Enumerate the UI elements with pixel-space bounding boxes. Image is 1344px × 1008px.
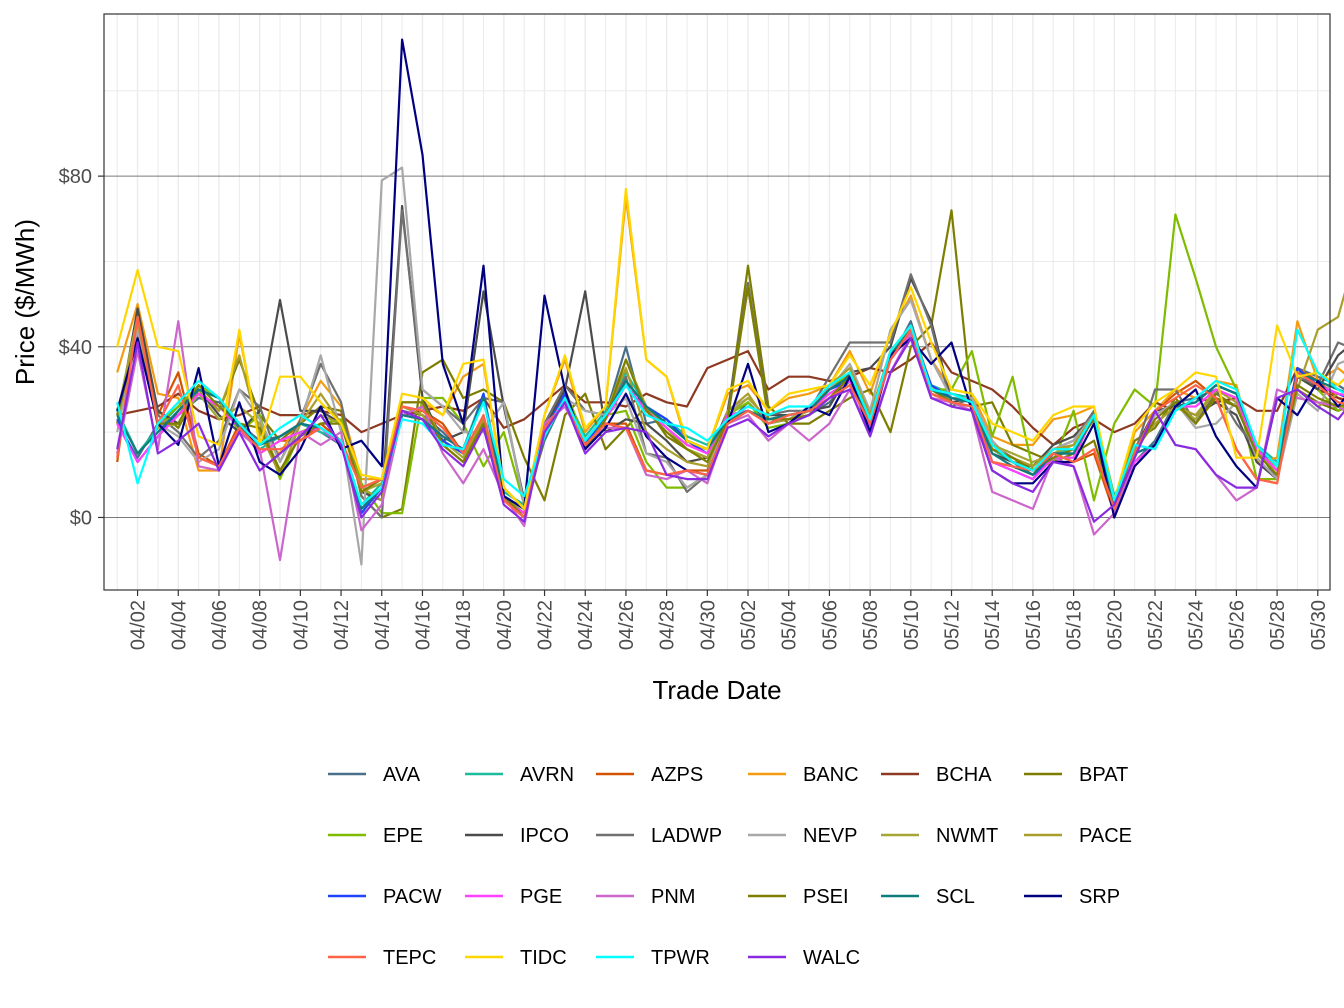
legend-label: NEVP <box>803 825 857 847</box>
x-tick-label: 04/24 <box>575 600 597 650</box>
series-line-srp <box>116 38 1344 519</box>
series-line-tpwr <box>116 324 1344 506</box>
y-axis: $0 $40 $80 <box>59 166 104 529</box>
x-tick-label: 04/08 <box>250 600 272 650</box>
legend-label: NWMT <box>936 825 998 847</box>
x-tick-label: 04/30 <box>697 600 719 650</box>
legend-label: EPE <box>383 825 423 847</box>
legend-label: TIDC <box>520 947 567 969</box>
x-tick-label: 04/10 <box>290 600 312 650</box>
series-lines <box>116 38 1344 566</box>
y-axis-title: Price ($/MWh) <box>10 219 40 385</box>
legend-label: PACE <box>1079 825 1132 847</box>
legend-item-walc: WALC <box>748 947 860 969</box>
x-tick-label: 04/18 <box>453 600 475 650</box>
legend-item-nwmt: NWMT <box>881 825 998 847</box>
legend-label: PACW <box>383 886 442 908</box>
legend-label: AZPS <box>651 764 703 786</box>
y-tick-label: $40 <box>59 337 92 359</box>
legend-item-epe: EPE <box>328 825 423 847</box>
y-tick-label: $80 <box>59 166 92 188</box>
x-tick-label: 04/26 <box>616 600 638 650</box>
legend-item-psei: PSEI <box>748 886 849 908</box>
legend-label: PSEI <box>803 886 849 908</box>
legend-label: TEPC <box>383 947 436 969</box>
x-tick-label: 04/06 <box>209 600 231 650</box>
x-tick-label: 04/20 <box>494 600 516 650</box>
x-tick-label: 04/14 <box>372 600 394 650</box>
legend: AVA AVRN AZPS BANC BCHA BPAT EPE IPCO LADWP NEVP N… <box>328 764 1132 969</box>
legend-label: SRP <box>1079 886 1120 908</box>
series-line-pace <box>116 291 1344 515</box>
legend-label: BANC <box>803 764 859 786</box>
x-tick-label: 04/02 <box>128 600 150 650</box>
legend-item-scl: SCL <box>881 886 975 908</box>
legend-item-azps: AZPS <box>596 764 703 786</box>
plot-panel-border <box>103 13 1331 591</box>
x-tick-label: 05/18 <box>1064 600 1086 650</box>
legend-label: LADWP <box>651 825 722 847</box>
legend-label: BCHA <box>936 764 992 786</box>
legend-item-avrn: AVRN <box>465 764 574 786</box>
legend-label: AVRN <box>520 764 574 786</box>
x-tick-label: 04/16 <box>413 600 435 650</box>
x-tick-label: 04/28 <box>657 600 679 650</box>
x-tick-label: 05/02 <box>738 600 760 650</box>
x-tick-label: 05/30 <box>1308 600 1330 650</box>
legend-item-srp: SRP <box>1024 886 1120 908</box>
legend-item-ladwp: LADWP <box>596 825 722 847</box>
x-tick-label: 05/14 <box>982 600 1004 650</box>
x-tick-label: 05/04 <box>779 600 801 650</box>
legend-label: WALC <box>803 947 860 969</box>
x-tick-label: 04/04 <box>168 600 190 650</box>
legend-item-tpwr: TPWR <box>596 947 710 969</box>
legend-item-tidc: TIDC <box>465 947 567 969</box>
x-tick-label: 05/28 <box>1267 600 1289 650</box>
legend-item-ipco: IPCO <box>465 825 569 847</box>
series-line-walc <box>116 337 1344 523</box>
series-line-psei <box>116 286 1344 519</box>
legend-item-pge: PGE <box>465 886 562 908</box>
grid-major <box>104 14 1330 590</box>
x-tick-label: 05/12 <box>942 600 964 650</box>
legend-item-bcha: BCHA <box>881 764 992 786</box>
legend-label: TPWR <box>651 947 710 969</box>
legend-item-pace: PACE <box>1024 825 1132 847</box>
legend-label: PGE <box>520 886 562 908</box>
legend-item-tepc: TEPC <box>328 947 436 969</box>
legend-item-pnm: PNM <box>596 886 695 908</box>
x-tick-label: 05/20 <box>1104 600 1126 650</box>
x-tick-label: 05/06 <box>819 600 841 650</box>
legend-label: BPAT <box>1079 764 1128 786</box>
legend-item-bpat: BPAT <box>1024 764 1128 786</box>
x-tick-label: 05/08 <box>860 600 882 650</box>
x-tick-label: 04/12 <box>331 600 353 650</box>
series-line-tidc <box>116 187 1344 510</box>
x-axis-title: Trade Date <box>652 675 781 705</box>
legend-label: AVA <box>383 764 421 786</box>
x-tick-label: 05/26 <box>1226 600 1248 650</box>
x-tick-label: 05/16 <box>1023 600 1045 650</box>
legend-label: PNM <box>651 886 695 908</box>
legend-item-pacw: PACW <box>328 886 442 908</box>
x-tick-label: 04/22 <box>535 600 557 650</box>
legend-item-nevp: NEVP <box>748 825 857 847</box>
legend-item-ava: AVA <box>328 764 421 786</box>
x-tick-label: 05/22 <box>1145 600 1167 650</box>
x-tick-label: 05/24 <box>1186 600 1208 650</box>
x-tick-label: 05/10 <box>901 600 923 650</box>
x-axis: 04/02 04/04 04/06 04/08 04/10 04/12 04/14 04/16… <box>128 590 1330 650</box>
y-tick-label: $0 <box>70 507 92 529</box>
legend-label: IPCO <box>520 825 569 847</box>
legend-item-banc: BANC <box>748 764 859 786</box>
legend-label: SCL <box>936 886 975 908</box>
